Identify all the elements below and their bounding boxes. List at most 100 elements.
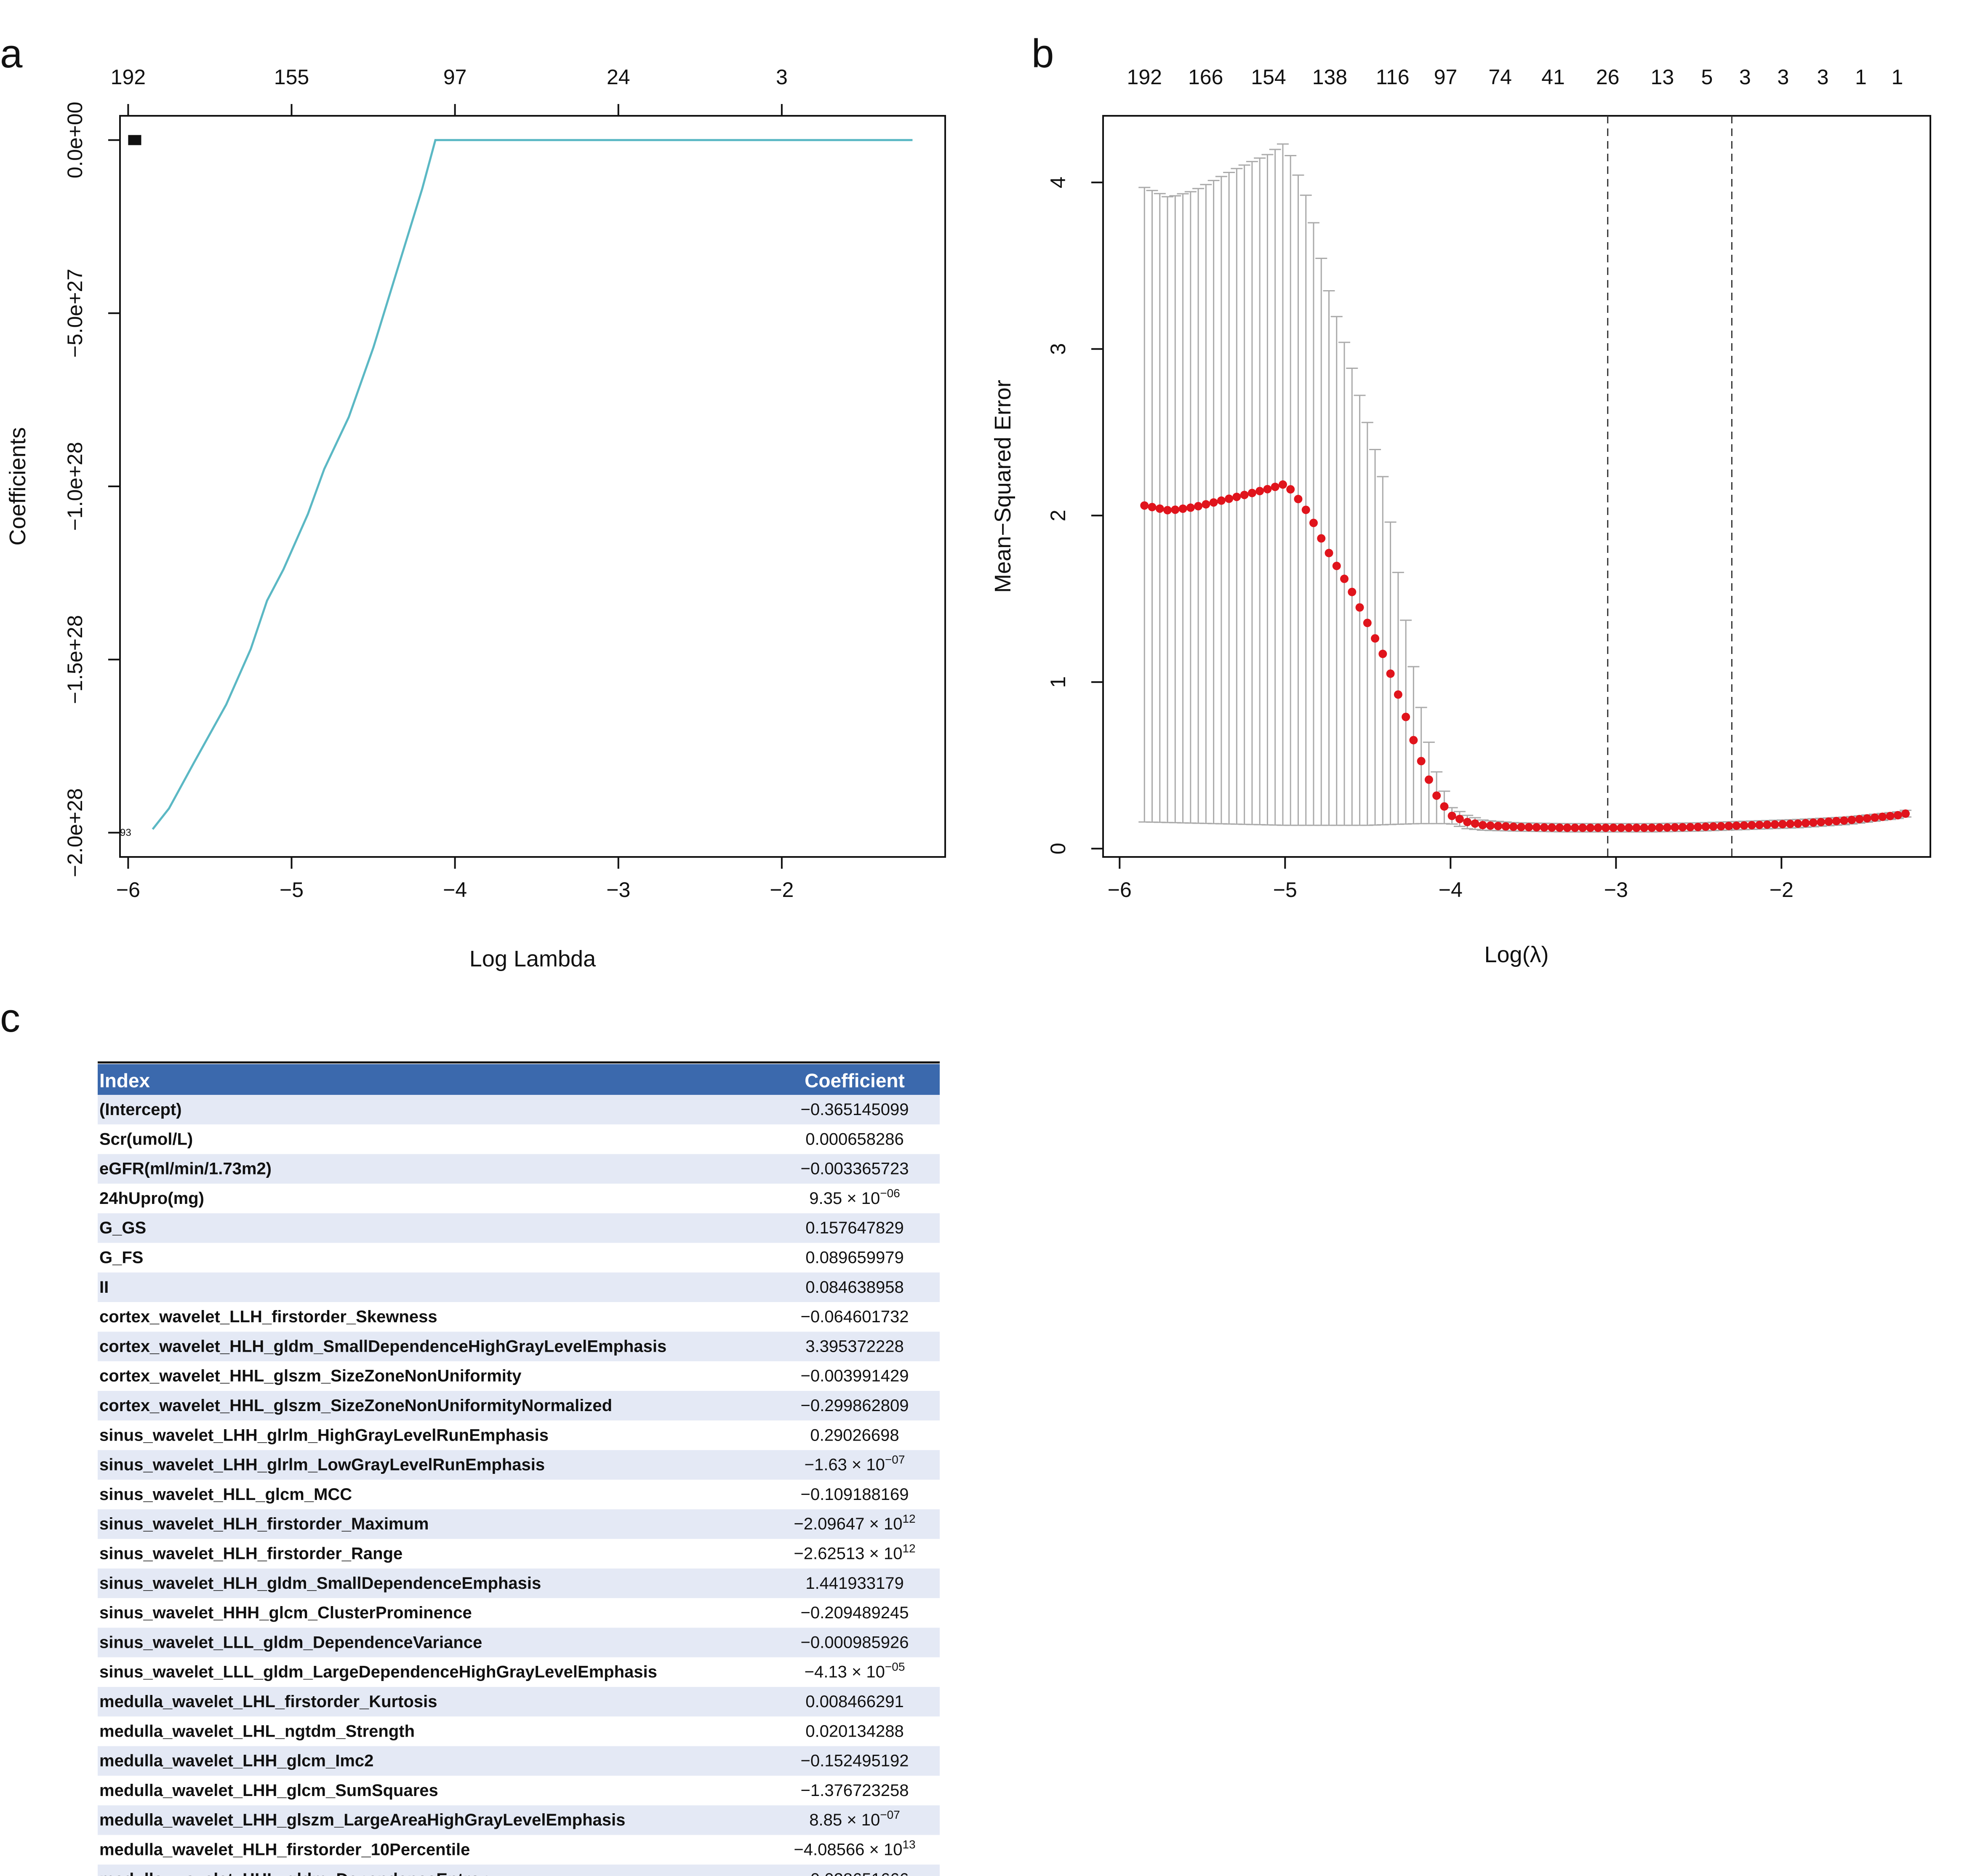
top-tick-label: 155 [274,65,309,89]
mse-point [1586,823,1595,832]
table-row [98,1124,940,1154]
mse-point [1417,757,1426,766]
row-index: medulla_wavelet_LHH_glcm_Imc2 [99,1752,373,1770]
mse-point [1301,505,1310,514]
mse-point [1694,822,1703,831]
row-index: sinus_wavelet_LLL_gldm_DependenceVarianc… [99,1633,482,1652]
mse-point [1478,821,1487,830]
top-tick-label: 116 [1376,65,1410,89]
table-row [98,1420,940,1450]
mse-point [1709,822,1718,831]
mse-point [1486,821,1495,830]
mse-point [1509,822,1518,831]
table-row [98,1302,940,1332]
y-tick-label: −5.0e+27 [63,269,87,358]
y-tick-label: −1.0e+28 [63,442,87,531]
mse-point [1570,823,1579,832]
row-coefficient: −4.08566 × 1013 [794,1838,915,1859]
mse-point [1778,820,1787,829]
mse-point [1363,619,1372,627]
mse-point [1617,823,1626,832]
row-coefficient: −0.064601732 [801,1308,909,1326]
row-coefficient: −0.003365723 [801,1160,909,1178]
mse-point [1278,480,1287,489]
mse-point [1348,587,1357,596]
top-tick-label: 192 [1127,65,1162,89]
mse-point [1447,811,1456,820]
mse-point [1594,823,1602,832]
row-index: cortex_wavelet_LLH_firstorder_Skewness [99,1308,437,1326]
row-index: (Intercept) [99,1100,182,1119]
mse-point [1763,820,1772,829]
mse-point [1440,802,1449,811]
mse-point [1647,823,1656,832]
x-tick-label: −5 [1273,878,1297,902]
table-row [98,1775,940,1806]
mse-point [1817,818,1826,827]
x-tick-label: −6 [116,878,140,902]
mse-point [1563,823,1572,832]
table-row [98,1805,940,1835]
mse-point [1655,823,1664,832]
table-row [98,1154,940,1184]
table-row [98,1183,940,1214]
x-tick-label: −6 [1108,878,1132,902]
mse-point [1548,823,1557,832]
plot-a-xlabel: Log Lambda [469,946,596,971]
row-coefficient: 9.35 × 10−06 [809,1187,900,1208]
table-row [98,1450,940,1480]
y-tick-label: 3 [1046,343,1070,355]
top-tick-label: 24 [607,65,630,89]
mse-point [1901,809,1910,818]
header-coefficient: Coefficient [805,1070,905,1091]
table-row [98,1272,940,1302]
top-tick-label: 13 [1651,65,1674,89]
mse-point [1494,822,1503,830]
mse-point [1847,816,1856,825]
mse-point [1839,816,1848,825]
table-row [98,1628,940,1657]
table-row [98,1213,940,1243]
plot-a-side-label: 93 [120,827,131,838]
mse-point [1578,823,1587,832]
row-coefficient: −2.09647 × 1012 [794,1512,915,1533]
mse-point [1747,821,1756,830]
mse-point [1716,822,1725,831]
panel-letter-a: a [0,31,23,76]
mse-point [1663,823,1671,832]
mse-point [1724,822,1733,830]
mse-point [1770,820,1779,829]
mse-point [1832,817,1841,825]
mse-point [1501,822,1510,831]
panel-letter-b: b [1031,31,1054,76]
row-index: sinus_wavelet_HLL_glcm_MCC [99,1485,352,1504]
row-index: medulla_wavelet_LHL_firstorder_Kurtosis [99,1692,437,1711]
mse-point [1463,818,1472,827]
row-index: cortex_wavelet_HHL_glszm_SizeZoneNonUnif… [99,1367,522,1385]
row-index: medulla_wavelet_LHL_ngtdm_Strength [99,1722,415,1740]
table-row [98,1539,940,1569]
mse-point [1686,823,1695,832]
mse-point [1148,503,1157,512]
table-row [98,1598,940,1628]
top-tick-label: 41 [1541,65,1565,89]
mse-point [1424,775,1433,784]
table-row [98,1716,940,1746]
mse-point [1471,819,1479,828]
table-row [98,1864,940,1876]
table-row [98,1509,940,1539]
table-row [98,1243,940,1273]
mse-point [1893,811,1902,819]
row-coefficient: −2.62513 × 1012 [794,1542,915,1563]
table-row [98,1568,940,1598]
mse-point [1294,495,1303,504]
mse-point [1517,822,1526,831]
mse-point [1309,518,1318,527]
table-row [98,1746,940,1776]
x-tick-label: −4 [443,878,467,902]
mse-point [1255,487,1264,496]
y-tick-label: 2 [1046,510,1070,521]
mse-point [1532,823,1541,832]
row-index: G_GS [99,1219,146,1237]
mse-point [1801,819,1810,827]
